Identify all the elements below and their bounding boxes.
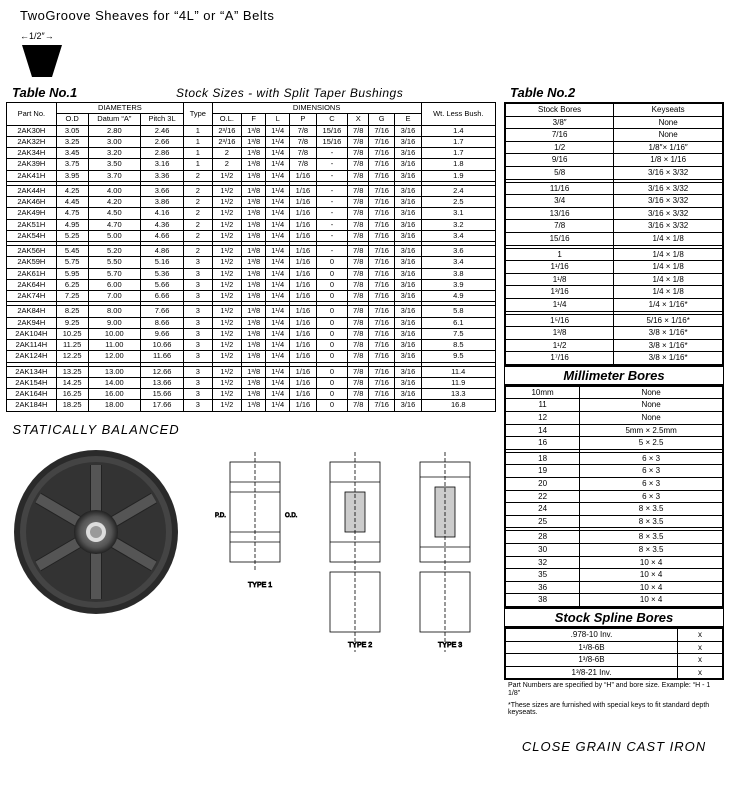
- type-diagrams: TYPE 1 P.D. O.D. TYPE 2: [194, 422, 496, 664]
- table-row: 2AK32H3.253.002.6612³/161³/81¹/47/815/16…: [7, 136, 496, 147]
- table-row: 145mm × 2.5mm: [505, 424, 723, 437]
- table-row: 248 × 3.5: [505, 503, 723, 516]
- footnote-partnumbers: Part Numbers are specified by “H” and bo…: [504, 680, 724, 699]
- table-row: 1¹/41/4 × 1/16*: [505, 298, 723, 311]
- table-row: 2AK94H9.259.008.6631¹/21³/81¹/41/1607/87…: [7, 317, 496, 328]
- pulley-illustration: [11, 447, 181, 617]
- table-row: 288 × 3.5: [505, 531, 723, 544]
- table-row: 2AK74H7.257.006.6631¹/21³/81¹/41/1607/87…: [7, 291, 496, 302]
- statically-balanced-label: STATICALLY BALANCED: [6, 422, 186, 438]
- table-row: 2AK184H18.2518.0017.6631¹/21³/81¹/41/160…: [7, 400, 496, 411]
- table-row: 11/4 × 1/8: [505, 248, 723, 261]
- table-row: 196 × 3: [505, 465, 723, 478]
- table-row: 2AK114H11.2511.0010.6631¹/21³/81¹/41/160…: [7, 340, 496, 351]
- table-row: 2AK64H6.256.005.6631¹/21³/81¹/41/1607/87…: [7, 279, 496, 290]
- table2-stock-bores: Stock BoresKeyseats 3/8″None7/16None1/21…: [504, 102, 724, 366]
- table-row: 1³/83/8 × 1/16*: [505, 327, 723, 340]
- table-row: 1⁷/163/8 × 1/16*: [505, 352, 723, 365]
- table-row: 11None: [505, 399, 723, 412]
- table-row: 15/161/4 × 1/8: [505, 232, 723, 245]
- table1: Part No. DIAMETERS Type DIMENSIONS Wt. L…: [6, 102, 496, 412]
- table-row: 3810 × 4: [505, 594, 723, 607]
- table-row: 308 × 3.5: [505, 544, 723, 557]
- table-row: 258 × 3.5: [505, 515, 723, 528]
- table-row: 2AK134H13.2513.0012.6631¹/21³/81¹/41/160…: [7, 366, 496, 377]
- svg-text:TYPE 3: TYPE 3: [438, 642, 462, 649]
- table-row: 10mmNone: [505, 386, 723, 399]
- table-row: 1³/8-21 Inv.x: [505, 666, 723, 679]
- table-row: 9/161/8 × 1/16: [505, 154, 723, 167]
- table-row: 3/8″None: [505, 116, 723, 129]
- table-row: 3610 × 4: [505, 581, 723, 594]
- table-row: 2AK104H10.2510.009.6631¹/21³/81¹/41/1607…: [7, 328, 496, 339]
- table-row: 2AK56H5.455.204.8621¹/21³/81¹/41/16-7/87…: [7, 246, 496, 257]
- table-row: 1¹/8-6Bx: [505, 641, 723, 654]
- table-row: 1/21/8″× 1/16″: [505, 141, 723, 154]
- table-row: 2AK44H4.254.003.6621¹/21³/81¹/41/16-7/87…: [7, 185, 496, 196]
- table-row: 2AK51H4.954.704.3621¹/21³/81¹/41/16-7/87…: [7, 219, 496, 230]
- table-row: 1¹/23/8 × 1/16*: [505, 339, 723, 352]
- spline-bores-title: Stock Spline Bores: [504, 608, 724, 627]
- table-row: 2AK49H4.754.504.1621¹/21³/81¹/41/16-7/87…: [7, 208, 496, 219]
- table-row: 7/16None: [505, 129, 723, 142]
- table-spline-bores: .978-10 Inv.x1¹/8-6Bx1³/8-6Bx1³/8-21 Inv…: [504, 627, 724, 680]
- svg-text:P.D.: P.D.: [215, 513, 226, 519]
- table-row: 2AK154H14.2514.0013.6631¹/21³/81¹/41/160…: [7, 377, 496, 388]
- table-row: 2AK84H8.258.007.6631¹/21³/81¹/41/1607/87…: [7, 306, 496, 317]
- table-row: .978-10 Inv.x: [505, 628, 723, 641]
- table-row: 1³/161/4 × 1/8: [505, 286, 723, 299]
- table-row: 11/163/16 × 3/32: [505, 182, 723, 195]
- table-row: 5/83/16 × 3/32: [505, 166, 723, 179]
- table-row: 1³/8-6Bx: [505, 654, 723, 667]
- table-row: 2AK30H3.052.802.4612³/161³/81¹/47/815/16…: [7, 125, 496, 136]
- svg-text:TYPE 1: TYPE 1: [248, 582, 272, 589]
- table-row: 13/163/16 × 3/32: [505, 207, 723, 220]
- table-row: 2AK41H3.953.703.3621¹/21³/81¹/41/16-7/87…: [7, 170, 496, 181]
- table-row: 206 × 3: [505, 478, 723, 491]
- table-row: 226 × 3: [505, 490, 723, 503]
- mm-bores-title: Millimeter Bores: [504, 366, 724, 385]
- table-row: 2AK34H3.453.202.86121³/81¹/47/8-7/87/163…: [7, 148, 496, 159]
- table-row: 2AK46H4.454.203.8621¹/21³/81¹/41/16-7/87…: [7, 197, 496, 208]
- table-row: 2AK39H3.753.503.16121³/81¹/47/8-7/87/163…: [7, 159, 496, 170]
- table-row: 2AK124H12.2512.0011.6631¹/21³/81¹/41/160…: [7, 351, 496, 362]
- table-row: 3210 × 4: [505, 556, 723, 569]
- table-row: 7/83/16 × 3/32: [505, 220, 723, 233]
- table2-title: Table No.2: [504, 83, 724, 102]
- table-row: 165 × 2.5: [505, 437, 723, 450]
- table-mm-bores: 10mmNone11None12None145mm × 2.5mm165 × 2…: [504, 385, 724, 608]
- cast-iron-label: CLOSE GRAIN CAST IRON: [504, 739, 724, 755]
- table-row: 2AK164H16.2516.0015.6631¹/21³/81¹/41/160…: [7, 389, 496, 400]
- svg-text:O.D.: O.D.: [285, 513, 298, 519]
- table1-subtitle: Stock Sizes - with Split Taper Bushings: [83, 86, 496, 102]
- table-row: 1¹/81/4 × 1/8: [505, 273, 723, 286]
- table-row: 2AK59H5.755.505.1631¹/21³/81¹/41/1607/87…: [7, 257, 496, 268]
- page-title: TwoGroove Sheaves for “4L” or “A” Belts: [0, 0, 730, 27]
- table-row: 186 × 3: [505, 452, 723, 465]
- table-row: 2AK61H5.955.705.3631¹/21³/81¹/41/1607/87…: [7, 268, 496, 279]
- table-row: 1¹/161/4 × 1/8: [505, 261, 723, 274]
- table-row: 3510 × 4: [505, 569, 723, 582]
- table-row: 1⁵/165/16 × 1/16*: [505, 314, 723, 327]
- table-row: 2AK54H5.255.004.6621¹/21³/81¹/41/16-7/87…: [7, 230, 496, 241]
- table1-title: Table No.1: [6, 83, 83, 102]
- svg-text:TYPE 2: TYPE 2: [348, 642, 372, 649]
- belt-profile: ←1/2″→: [0, 27, 730, 83]
- footnote-specialkeys: *These sizes are furnished with special …: [504, 700, 724, 719]
- table-row: 12None: [505, 412, 723, 425]
- table-row: 3/43/16 × 3/32: [505, 195, 723, 208]
